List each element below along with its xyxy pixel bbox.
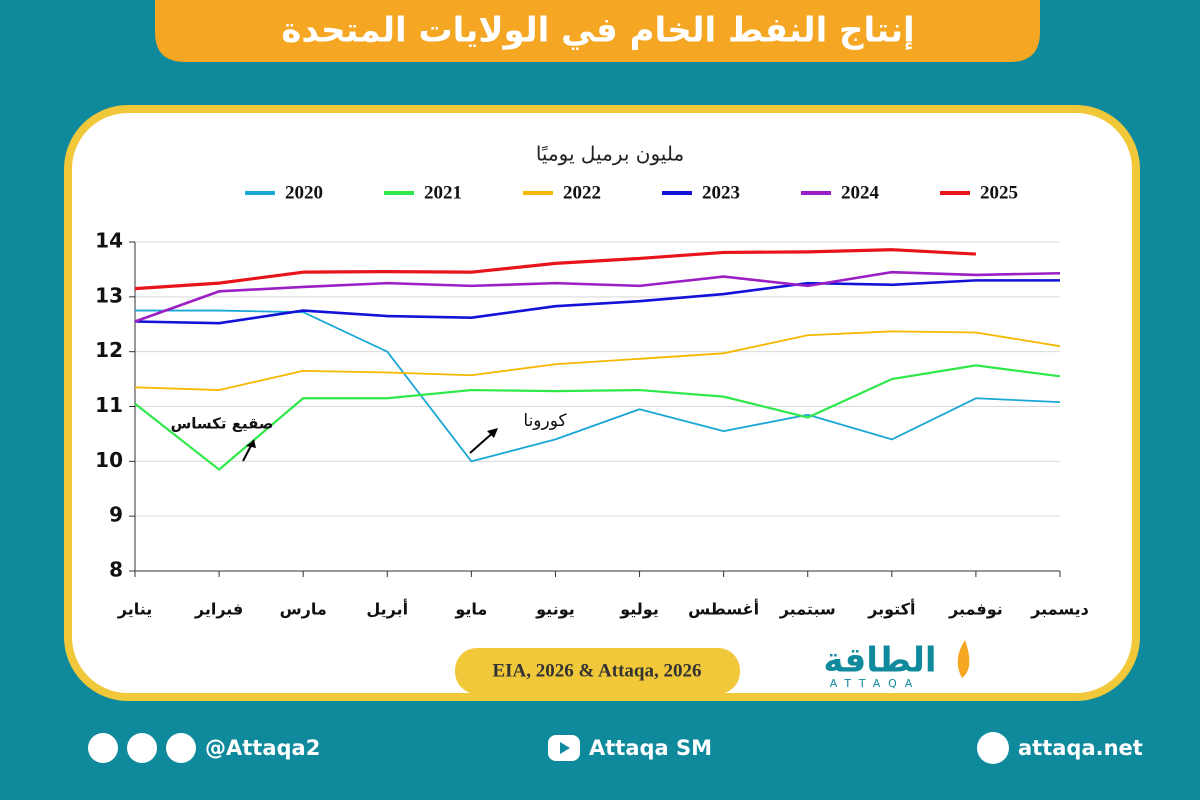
y-tick-label: 8 [109,558,123,582]
annotation: صقيع تكساس [171,415,274,433]
y-tick-label: 11 [95,393,123,417]
y-tick-label: 10 [95,448,123,472]
logo-text: الطاقة [823,641,936,681]
social-handle: @Attaqa2 [205,736,320,760]
x-tick-label: فبراير [194,600,243,619]
web-icon [977,732,1009,764]
x-tick-label: يناير [117,600,153,619]
x-tick-label: مايو [454,600,487,619]
x-tick-label: أبريل [366,599,408,619]
instagram-icon [127,733,157,763]
legend-label: 2022 [563,182,601,203]
x-tick-label: نوفمبر [948,600,1003,619]
annotation: كورونا [523,411,567,431]
series-line [134,364,1061,471]
x-tick-label: يونيو [535,600,575,619]
plot: 8 9 10 11 12 13 14 يناير فبراير مارس أبريل مايو يوني… [95,182,1089,618]
y-tick-label: 12 [95,338,123,362]
y-tick-label: 13 [95,283,123,307]
x-tick-label: أكتوبر [867,599,915,619]
series-line [134,330,1061,391]
y-tick-label: 9 [109,503,123,527]
panel [64,105,1140,701]
legend-label: 2025 [980,182,1018,203]
series-line [134,248,976,291]
x-tick-label: أغسطس [688,599,759,619]
website: attaqa.net [1018,736,1143,760]
title-banner [155,0,1040,62]
logo-latin: ATTAQA [830,677,921,690]
arrow-head [487,428,498,438]
legend-label: 2023 [702,182,740,203]
legend-label: 2020 [285,182,323,203]
x-tick-label: يوليو [619,600,659,619]
youtube-play [560,742,570,754]
arrow-head [246,440,256,448]
youtube-handle: Attaqa SM [589,736,712,760]
x-tick-label: ديسمبر [1030,600,1089,619]
source-badge [455,648,740,694]
y-tick-label: 14 [95,229,123,253]
series-line [134,270,1061,323]
facebook-icon [166,733,196,763]
source: EIA, 2026 & Attaqa, 2026 [492,660,701,681]
logo-icon [957,640,970,678]
x-icon [88,733,118,763]
legend-label: 2024 [841,182,880,203]
title: إنتاج النفط الخام في الولايات المتحدة [281,11,914,51]
legend-label: 2021 [424,182,462,203]
series-line [134,279,1060,325]
x-tick-label: مارس [280,600,327,619]
subtitle: مليون برميل يوميًا [536,142,684,166]
x-tick-label: سبتمبر [779,600,836,619]
